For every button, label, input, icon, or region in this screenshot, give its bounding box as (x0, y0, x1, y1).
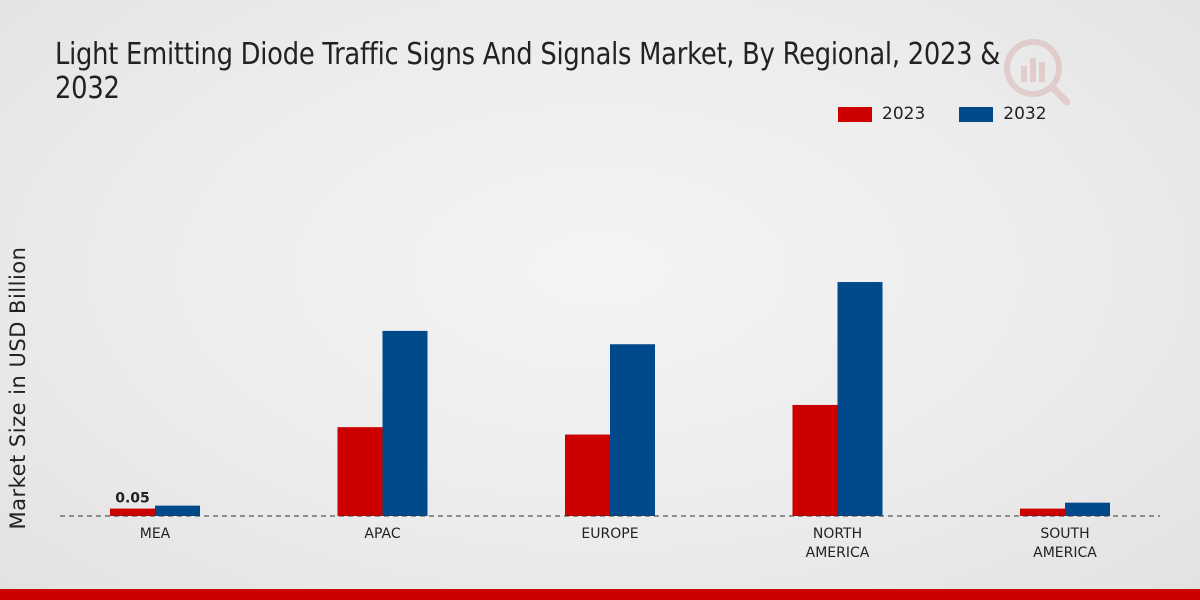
footer-bar (0, 589, 1200, 600)
x-tick-label-mea: MEA (140, 526, 171, 542)
x-tick-label-south-america: SOUTH AMERICA (1033, 526, 1097, 561)
watermark-logo-icon (1004, 39, 1071, 106)
legend-label-2023: 2023 (882, 104, 926, 124)
legend-item-2032: 2032 (959, 104, 1047, 124)
legend-swatch-2023 (838, 106, 872, 122)
x-tick-label-europe: EUROPE (581, 526, 638, 542)
bar-2032-europe (610, 344, 655, 516)
bar-2032-north-america (837, 282, 883, 516)
legend: 2023 2032 (838, 104, 1081, 124)
bar-2023-europe (565, 434, 610, 516)
chart-title: Light Emitting Diode Traffic Signs And S… (55, 37, 1001, 106)
x-tick-label-north-america: NORTH AMERICA (806, 526, 870, 561)
data-label-2023-0: 0.05 (115, 491, 150, 507)
bar-2023-mea (110, 508, 155, 516)
bar-2023-south-america (1020, 508, 1065, 516)
bar-2023-apac (337, 427, 383, 516)
legend-swatch-2032 (959, 106, 994, 122)
bar-2032-south-america (1065, 502, 1110, 516)
legend-label-2032: 2032 (1003, 104, 1047, 124)
bar-2032-apac (382, 330, 428, 516)
legend-item-2023: 2023 (838, 104, 925, 124)
bar-2023-north-america (792, 404, 838, 516)
bar-2032-mea (155, 505, 200, 516)
x-tick-label-apac: APAC (364, 526, 400, 542)
